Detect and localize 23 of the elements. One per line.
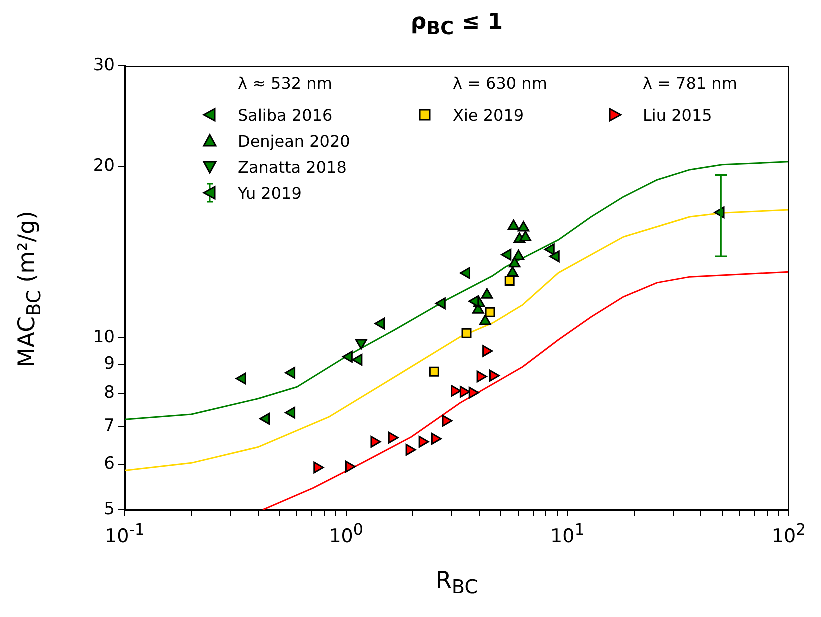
legend-label: Xie 2019 [453, 106, 524, 124]
x-tick-label: 10$^{0}$ [329, 520, 364, 548]
x-tick-label: 10$^{1}$ [550, 520, 585, 548]
annotation: λ ≈ 532 nm [237, 74, 334, 95]
y-tick-label: 9 [104, 354, 115, 374]
annotation: λ = 781 nm [642, 74, 738, 95]
y-tick-label: 5 [104, 499, 115, 520]
legend-label: Zanatta 2018 [238, 158, 347, 176]
y-tick-label: 8 [104, 382, 115, 403]
y-tick-label: 7 [104, 416, 115, 436]
y-tick-label: 30 [93, 55, 115, 76]
legend-label: Saliba 2016 [238, 106, 333, 124]
x-tick-label: 10$^{2}$ [772, 520, 806, 548]
legend-label: Denjean 2020 [238, 132, 350, 150]
chart-title: ρ$_{BC}$ ≤ 1 [410, 10, 504, 40]
legend-label: Liu 2015 [643, 106, 712, 124]
y-tick-label: 6 [104, 454, 115, 474]
legend-label: Yu 2019 [238, 184, 302, 202]
y-tick-label: 10 [93, 328, 115, 348]
y-tick-label: 20 [93, 156, 115, 176]
x-axis-title: R$_{BC}$ [434, 568, 480, 599]
x-tick-label: 10$^{-1}$ [105, 520, 145, 548]
annotation: λ = 630 nm [452, 74, 548, 95]
